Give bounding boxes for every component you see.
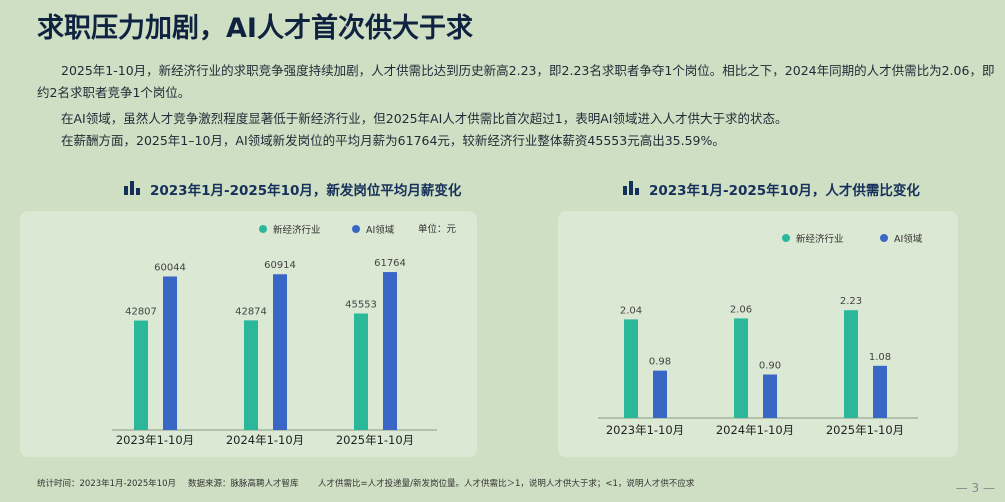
legend-marker: [782, 234, 790, 242]
data-label: 2.23: [840, 296, 862, 307]
chart-title-ratio: 2023年1月-2025年10月，人才供需比变化: [623, 179, 920, 199]
data-label: 2.06: [730, 304, 752, 315]
data-label: 45553: [345, 300, 377, 311]
footer-time: 统计时间：2023年1月-2025年10月: [37, 479, 177, 489]
data-label: 42874: [235, 306, 267, 317]
legend-label: 新经济行业: [796, 233, 844, 245]
legend-label: AI领域: [366, 224, 395, 236]
category-label: 2025年1-10月: [336, 433, 414, 447]
bar: [624, 319, 638, 418]
legend-label: AI领域: [894, 233, 923, 245]
page-number: — 3 —: [955, 481, 995, 495]
data-label: 60044: [154, 262, 186, 273]
bar-chart-icon: [124, 179, 142, 199]
paragraph: 在薪酬方面，2025年1–10月，AI领域新发岗位的平均月薪为61764元，较新…: [61, 133, 725, 148]
bar: [273, 274, 287, 430]
category-label: 2025年1-10月: [826, 423, 904, 437]
data-label: 61764: [374, 258, 406, 269]
footer-source: 数据来源：脉脉高聘人才智库: [188, 479, 299, 489]
bar-chart-icon: [623, 179, 641, 199]
bar: [163, 276, 177, 430]
bar: [244, 320, 258, 430]
paragraph: 2025年1-10月，新经济行业的求职竞争强度持续加剧，人才供需比达到历史新高2…: [37, 63, 995, 100]
bar: [873, 365, 887, 418]
unit-label: 单位：元: [418, 223, 457, 235]
bar: [354, 313, 368, 430]
footer-note: 人才供需比=人才投递量/新发岗位量。人才供需比＞1，说明人才供大于求；<1，说明…: [318, 479, 695, 489]
chart-title-salary: 2023年1月-2025年10月，新发岗位平均月薪变化: [124, 179, 461, 199]
legend-label: 新经济行业: [273, 224, 321, 236]
data-label: 2.04: [620, 305, 642, 316]
bar: [763, 374, 777, 418]
category-label: 2024年1-10月: [716, 423, 794, 437]
category-label: 2023年1-10月: [116, 433, 194, 447]
legend-marker: [259, 225, 267, 233]
legend-marker: [352, 225, 360, 233]
legend-marker: [880, 234, 888, 242]
category-label: 2024年1-10月: [226, 433, 304, 447]
bar: [653, 370, 667, 418]
paragraph: 在AI领域，虽然人才竞争激烈程度显著低于新经济行业，但2025年AI人才供需比首…: [61, 111, 788, 126]
bar: [134, 320, 148, 430]
bar: [383, 272, 397, 430]
data-label: 1.08: [869, 352, 891, 363]
bar: [844, 310, 858, 418]
page-title: 求职压力加剧，AI人才首次供大于求: [37, 13, 473, 44]
data-label: 60914: [264, 260, 296, 271]
data-label: 42807: [125, 307, 157, 318]
data-label: 0.98: [649, 357, 671, 368]
category-label: 2023年1-10月: [606, 423, 684, 437]
bar: [734, 318, 748, 418]
data-label: 0.90: [759, 361, 781, 372]
